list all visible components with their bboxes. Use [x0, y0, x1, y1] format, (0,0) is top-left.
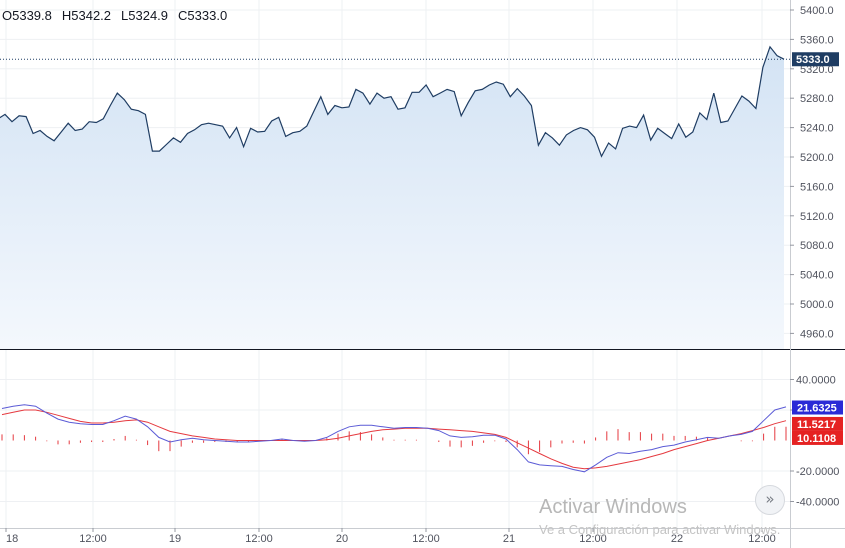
- price-tick-label: 4960.0: [800, 328, 834, 340]
- double-chevron-right-icon[interactable]: »: [755, 485, 785, 515]
- price-tick-label: 5000.0: [800, 299, 834, 311]
- signal-value-label: 11.5217: [797, 419, 836, 431]
- macd-tick-label: -40.0000: [796, 497, 839, 509]
- price-tick-label: 5120.0: [800, 211, 834, 223]
- price-tick-label: 5320.0: [800, 64, 834, 76]
- time-tick-label: 12:00: [579, 533, 607, 545]
- time-tick-label: 22: [671, 533, 683, 545]
- price-axis-panel: [790, 0, 845, 548]
- price-tick-label: 5240.0: [800, 123, 834, 135]
- macd-line: [1, 404, 787, 473]
- time-tick-label: 12:00: [412, 533, 440, 545]
- macd-tick-label: -20.0000: [796, 466, 839, 478]
- last-price-label: 5333.0: [796, 54, 830, 66]
- price-tick-label: 5400.0: [800, 5, 834, 17]
- windows-activation-title: Activar Windows: [539, 496, 687, 518]
- time-tick-label: 19: [169, 533, 181, 545]
- low-value: L5324.9: [121, 8, 169, 23]
- close-value: C5333.0: [178, 8, 228, 23]
- price-tick-label: 5080.0: [800, 240, 834, 252]
- price-tick-label: 5360.0: [800, 34, 834, 46]
- macd-tick-label: 40.0000: [796, 375, 836, 387]
- time-tick-label: 12:00: [748, 533, 776, 545]
- windows-activation-subtitle: Ve a Configuración para activar Windows.: [539, 522, 781, 537]
- price-area: [0, 46, 784, 349]
- time-tick-label: 12:00: [79, 533, 107, 545]
- signal-line: [1, 409, 787, 470]
- time-tick-label: 12:00: [245, 533, 273, 545]
- price-tick-label: 5040.0: [800, 270, 834, 282]
- signal-value-label-bg: [792, 416, 843, 431]
- histogram-value-label-bg: [792, 430, 843, 445]
- macd-value-label-bg: [792, 400, 843, 415]
- price-tick-label: 5280.0: [800, 93, 834, 105]
- price-tick-label: 5200.0: [800, 152, 834, 164]
- price-tick-label: 5160.0: [800, 181, 834, 193]
- time-tick-label: 20: [336, 533, 348, 545]
- time-tick-label: 21: [503, 533, 515, 545]
- last-price-label-bg: [792, 52, 839, 67]
- ohlc-legend: O5339.8 H5342.2 L5324.9 C5333.0: [2, 8, 237, 23]
- histogram-value-label: 10.1108: [797, 433, 836, 445]
- time-tick-label: 18: [6, 533, 18, 545]
- price-line: [0, 45, 785, 158]
- high-value: H5342.2: [61, 8, 112, 23]
- macd-value-label: 21.6325: [797, 403, 837, 415]
- open-value: O5339.8: [2, 8, 52, 23]
